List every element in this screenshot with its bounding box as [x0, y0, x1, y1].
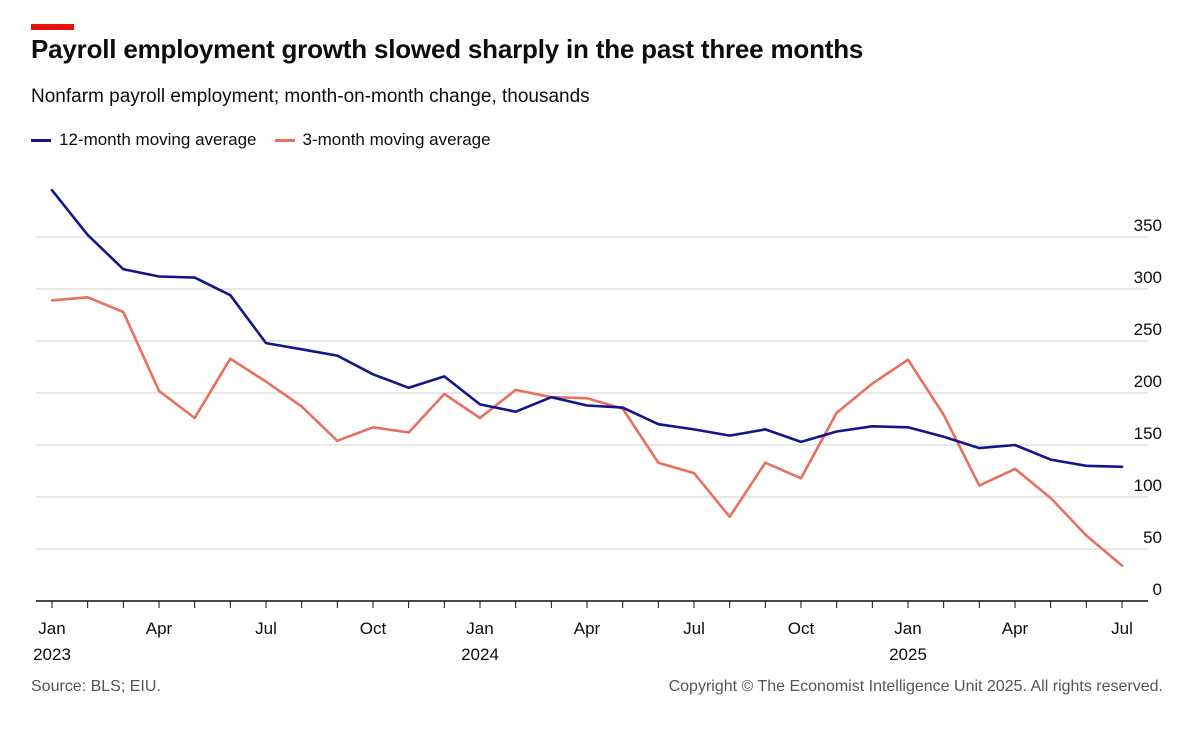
copyright-note: Copyright © The Economist Intelligence U… [668, 678, 1163, 695]
x-tick-label-month: Jul [255, 619, 277, 638]
x-tick-label-year: 2024 [461, 645, 499, 664]
series-line-12-month-moving-average [50, 188, 1124, 469]
x-tick-label-month: Apr [574, 619, 601, 638]
legend-label-12-month: 12-month moving average [59, 130, 257, 149]
y-tick-label-300: 300 [1134, 268, 1162, 287]
chart-title: Payroll employment growth slowed sharply… [31, 34, 864, 64]
accent-bar [31, 24, 74, 30]
legend-item-12-month: 12-month moving average [31, 130, 257, 150]
y-tick-label-250: 250 [1134, 320, 1162, 339]
x-tick-label-month: Jan [38, 619, 65, 638]
x-tick-label-month: Jan [466, 619, 493, 638]
x-tick-label-year: 2023 [33, 645, 71, 664]
legend-item-3-month: 3-month moving average [274, 130, 491, 150]
x-tick-label-month: Apr [1002, 619, 1029, 638]
y-tick-label-50: 50 [1143, 528, 1162, 547]
y-tick-label-150: 150 [1134, 424, 1162, 443]
legend: 12-month moving average 3-month moving a… [31, 130, 509, 150]
source-note: Source: BLS; EIU. [31, 678, 161, 695]
y-tick-label-350: 350 [1134, 216, 1162, 235]
x-tick-label-year: 2025 [889, 645, 927, 664]
x-tick-label-month: Jul [1111, 619, 1133, 638]
y-tick-label-200: 200 [1134, 372, 1162, 391]
y-tick-label-0: 0 [1153, 580, 1162, 599]
chart-subtitle: Nonfarm payroll employment; month-on-mon… [31, 86, 590, 107]
legend-label-3-month: 3-month moving average [302, 130, 491, 149]
series-line-3-month-moving-average [50, 295, 1124, 567]
x-tick-label-month: Jul [683, 619, 705, 638]
legend-swatch-12-month [31, 138, 51, 142]
legend-swatch-3-month [274, 138, 295, 142]
y-tick-label-100: 100 [1134, 476, 1162, 495]
x-tick-label-month: Apr [146, 619, 173, 638]
x-tick-label-month: Oct [788, 619, 815, 638]
x-tick-label-month: Oct [360, 619, 387, 638]
x-tick-label-month: Jan [894, 619, 921, 638]
